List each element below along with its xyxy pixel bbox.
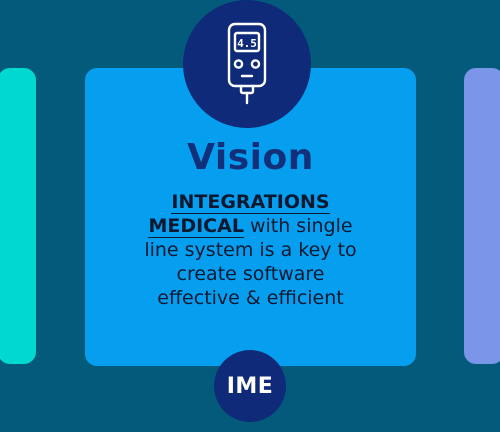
highlight-medical: MEDICAL	[148, 215, 244, 238]
ime-badge: IME	[214, 350, 286, 422]
device-display-value: 4.5	[237, 37, 257, 50]
carousel-card-previous[interactable]	[0, 68, 36, 364]
glucose-meter-icon: 4.5	[227, 22, 267, 105]
description-line-2: line system is a key to	[144, 239, 357, 261]
description-line-4: effective & efficient	[157, 287, 344, 309]
icon-circle: 4.5	[183, 0, 311, 128]
carousel-card-next[interactable]	[464, 68, 500, 364]
highlight-integrations: INTEGRATIONS	[171, 191, 330, 214]
card-description: INTEGRATIONS MEDICAL with single line sy…	[85, 190, 416, 310]
description-line-3: create software	[176, 263, 325, 285]
card-title: Vision	[187, 137, 314, 178]
description-line-1: with single	[243, 215, 353, 237]
